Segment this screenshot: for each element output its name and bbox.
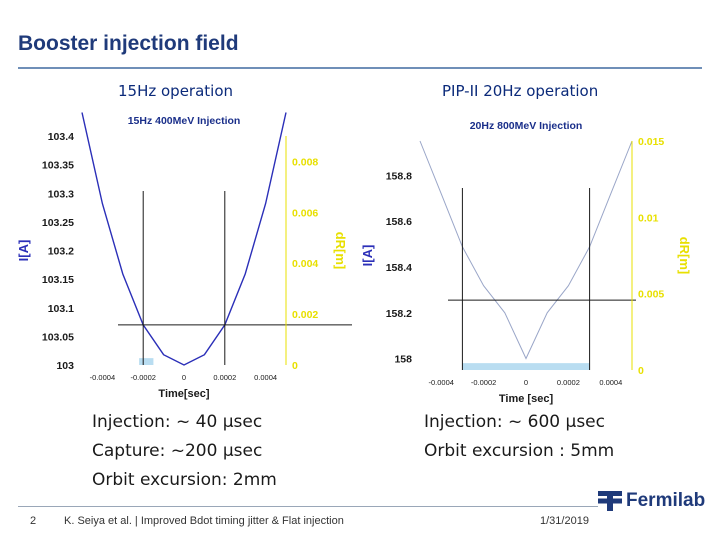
left-note-orbit: Orbit excursion: 2mm — [92, 470, 277, 490]
fermilab-logo-text: Fermilab — [626, 490, 706, 511]
injection-band — [139, 358, 154, 365]
y-axis-label: I[A] — [360, 245, 375, 267]
x-tick-label: 0.0004 — [599, 378, 622, 387]
y-tick-label: 103.3 — [48, 188, 74, 200]
x-tick-label: 0.0002 — [213, 373, 236, 382]
x-tick-label: -0.0004 — [428, 378, 453, 387]
x-tick-label: 0.0004 — [254, 373, 277, 382]
y-tick-label: 158.2 — [386, 308, 412, 320]
y2-tick-label: 0 — [638, 365, 644, 377]
slide-title: Booster injection field — [18, 32, 239, 55]
y-tick-label: 158.8 — [386, 170, 412, 182]
footer-date: 1/31/2019 — [540, 515, 589, 527]
y2-tick-label: 0.008 — [292, 156, 318, 168]
right-notes: Injection: ~ 600 µsec Orbit excursion : … — [424, 408, 614, 466]
field-curve-series — [81, 112, 287, 366]
y-tick-label: 158.4 — [386, 262, 412, 274]
fermilab-logo: Fermilab — [598, 490, 705, 512]
injection-band — [462, 363, 590, 370]
fermilab-logo-icon — [598, 491, 622, 511]
y-tick-label: 103.4 — [48, 131, 74, 143]
y-tick-label: 103.2 — [48, 246, 74, 258]
y2-tick-label: 0.006 — [292, 207, 318, 219]
y2-axis-label: dR[m] — [333, 232, 348, 270]
left-note-capture: Capture: ~200 µsec — [92, 441, 263, 461]
y2-tick-label: 0 — [292, 360, 298, 372]
y2-tick-label: 0.004 — [292, 258, 318, 270]
y2-tick-label: 0.005 — [638, 289, 664, 301]
plot-title: 15Hz 400MeV Injection — [128, 115, 241, 127]
page-number: 2 — [30, 515, 37, 527]
footer-divider — [18, 506, 598, 507]
right-note-orbit: Orbit excursion : 5mm — [424, 441, 615, 461]
y-axis-label: I[A] — [16, 240, 31, 262]
chart-15hz: 15Hz 400MeV Injection 103 103.05 103.1 103.1… — [16, 112, 352, 400]
y-tick-label: 158 — [394, 354, 412, 366]
x-tick-label: -0.0004 — [90, 373, 115, 382]
x-axis-label: Time [sec] — [499, 393, 554, 405]
y-tick-label: 103.1 — [48, 303, 74, 315]
y-tick-label: 103 — [56, 360, 74, 372]
x-tick-label: 0 — [182, 373, 186, 382]
left-section-heading: 15Hz operation — [118, 82, 234, 100]
right-note-injection: Injection: ~ 600 µsec — [424, 412, 605, 432]
y2-tick-label: 0.015 — [638, 136, 664, 148]
y-tick-label: 103.05 — [42, 331, 74, 343]
right-section-heading: PIP-II 20Hz operation — [442, 82, 599, 100]
x-tick-label: 0 — [524, 378, 528, 387]
y2-tick-label: 0.002 — [292, 309, 318, 321]
x-axis-label: Time[sec] — [158, 388, 209, 400]
field-curve-series — [419, 140, 633, 360]
x-tick-label: -0.0002 — [471, 378, 496, 387]
title-divider — [18, 67, 702, 69]
y2-axis-label: dR[m] — [677, 237, 692, 275]
y-tick-label: 103.25 — [42, 217, 74, 229]
left-note-injection: Injection: ~ 40 µsec — [92, 412, 263, 432]
y-tick-label: 103.15 — [42, 274, 74, 286]
footer-citation: K. Seiya et al. | Improved Bdot timing j… — [64, 515, 344, 527]
y-tick-label: 158.6 — [386, 216, 412, 228]
left-notes: Injection: ~ 40 µsec Capture: ~200 µsec … — [92, 408, 277, 495]
chart-20hz: 20Hz 800MeV Injection 158 158.2 158.4 158.6 1… — [360, 120, 692, 405]
y-tick-label: 103.35 — [42, 160, 74, 172]
x-tick-label: 0.0002 — [557, 378, 580, 387]
plot-title: 20Hz 800MeV Injection — [470, 120, 583, 132]
x-tick-label: -0.0002 — [130, 373, 155, 382]
y2-tick-label: 0.01 — [638, 212, 659, 224]
